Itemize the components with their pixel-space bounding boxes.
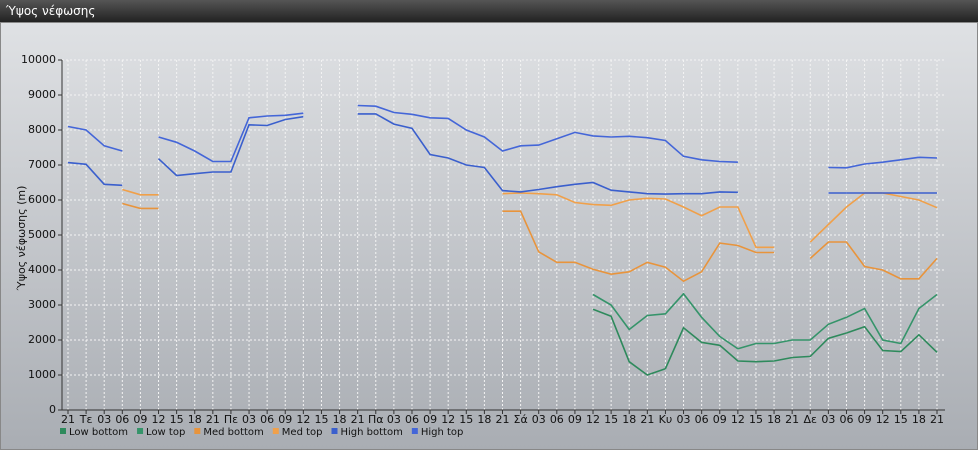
x-tick-label: 03 (532, 413, 546, 426)
x-tick-label: 06 (550, 413, 564, 426)
series-line (592, 292, 938, 350)
legend-swatch (331, 428, 338, 434)
series-line (357, 104, 738, 163)
x-tick-label: 09 (568, 413, 582, 426)
legend-label: Low bottom (69, 427, 128, 438)
legend-swatch (194, 428, 201, 434)
chart-title: Ύψος νέφωσης (6, 4, 96, 18)
y-tick-label: 9000 (28, 88, 56, 101)
x-tick-label: 21 (206, 413, 220, 426)
y-tick-label: 10000 (21, 53, 56, 66)
x-tick-label: 12 (876, 413, 890, 426)
x-tick-label: 21 (930, 413, 944, 426)
legend-label: Med top (282, 427, 323, 438)
x-tick-label: 12 (296, 413, 310, 426)
x-tick-label: 09 (133, 413, 147, 426)
x-tick-label: 03 (97, 413, 111, 426)
x-tick-label: Πε (224, 413, 238, 426)
x-tick-label: 03 (242, 413, 256, 426)
series-line (157, 115, 304, 177)
series-line (122, 188, 159, 196)
title-bar: Ύψος νέφωσης (0, 0, 978, 22)
x-tick-label: 21 (496, 413, 510, 426)
x-tick-label: 15 (749, 413, 763, 426)
y-tick-label: 1000 (28, 368, 56, 381)
x-tick-label: 12 (152, 413, 166, 426)
x-tick-label: 18 (477, 413, 491, 426)
x-tick-label: 15 (604, 413, 618, 426)
y-tick-label: 6000 (28, 193, 56, 206)
x-tick-label: 18 (333, 413, 347, 426)
y-tick-label: 7000 (28, 158, 56, 171)
series-line (592, 308, 938, 376)
x-tick-label: 06 (695, 413, 709, 426)
x-tick-label: 15 (170, 413, 184, 426)
series-line (67, 161, 123, 187)
series-line (357, 113, 738, 195)
x-tick-label: 06 (839, 413, 853, 426)
legend-swatch (272, 428, 279, 434)
y-tick-label: 2000 (28, 333, 56, 346)
x-tick-label: 06 (260, 413, 274, 426)
x-tick-label: 06 (115, 413, 129, 426)
x-tick-label: 09 (423, 413, 437, 426)
x-tick-label: 03 (821, 413, 835, 426)
y-tick-label: 5000 (28, 228, 56, 241)
x-tick-label: 15 (459, 413, 473, 426)
legend-swatch (411, 428, 418, 434)
x-tick-label: 18 (767, 413, 781, 426)
panel (0, 22, 978, 450)
x-tick-label: 18 (912, 413, 926, 426)
x-tick-label: 03 (677, 413, 691, 426)
x-tick-label: Δε (804, 413, 818, 426)
legend-swatch (137, 428, 144, 434)
x-tick-label: Πα (368, 413, 384, 426)
y-tick-label: 0 (49, 403, 56, 416)
x-tick-label: 06 (405, 413, 419, 426)
legend-label: Med bottom (203, 427, 263, 438)
chart: Ύψος νέφωσης (m) 0 1000 2000 3000 4000 5000 60… (0, 22, 978, 450)
x-tick-label: Τε (79, 413, 93, 426)
series-line (502, 210, 775, 283)
x-tick-label: 15 (894, 413, 908, 426)
y-tick-label: 3000 (28, 298, 56, 311)
y-tick-label: 4000 (28, 263, 56, 276)
legend-swatch (60, 428, 66, 434)
x-tick-label: Σά (514, 413, 528, 426)
x-tick-label: 12 (586, 413, 600, 426)
y-tick-label: 8000 (28, 123, 56, 136)
x-tick-label: Κυ (659, 413, 673, 426)
series-line (502, 192, 775, 249)
x-tick-label: 18 (188, 413, 202, 426)
legend-label: High bottom (341, 427, 403, 438)
legend-label: High top (421, 427, 464, 438)
x-tick-label: 09 (278, 413, 292, 426)
x-tick-label: 09 (858, 413, 872, 426)
x-tick-label: 12 (441, 413, 455, 426)
x-tick-label: 09 (713, 413, 727, 426)
series-line (828, 156, 938, 169)
x-tick-label: 21 (640, 413, 654, 426)
series-line (809, 241, 938, 280)
x-tick-label: 21 (785, 413, 799, 426)
x-tick-label: 03 (387, 413, 401, 426)
x-tick-label: 15 (314, 413, 328, 426)
series-line (67, 125, 123, 152)
x-tick-label: 18 (622, 413, 636, 426)
series-line (122, 202, 159, 210)
x-tick-label: 12 (731, 413, 745, 426)
x-tick-label: 21 (61, 413, 75, 426)
legend-label: Low top (146, 427, 185, 438)
x-tick-label: 21 (351, 413, 365, 426)
y-axis-title: Ύψος νέφωσης (m) (15, 186, 28, 292)
series-line (158, 112, 304, 163)
